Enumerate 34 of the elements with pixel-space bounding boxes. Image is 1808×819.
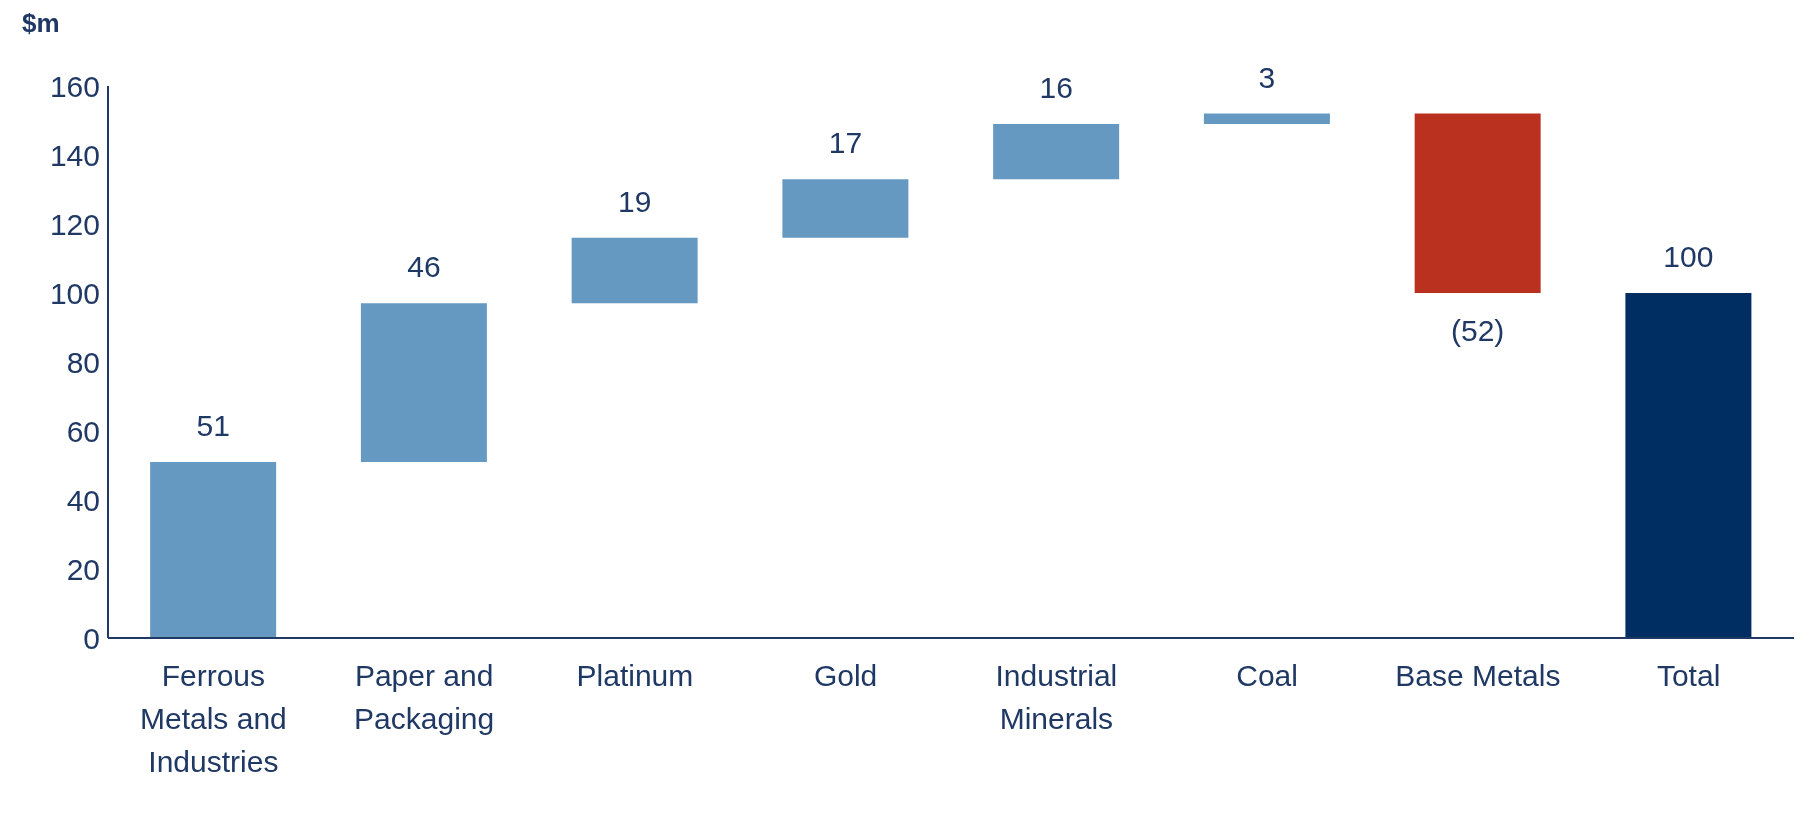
data-label: 16 <box>1039 70 1073 104</box>
y-tick-label: 120 <box>49 207 100 241</box>
bar <box>571 237 698 304</box>
y-tick-label: 0 <box>83 621 100 655</box>
data-label: 19 <box>617 184 652 218</box>
bar <box>1203 113 1330 124</box>
data-label: 51 <box>196 409 230 443</box>
data-label: 17 <box>828 126 863 160</box>
bar <box>993 123 1120 180</box>
y-tick-label: 60 <box>66 414 100 448</box>
bar <box>1414 113 1541 293</box>
x-tick-label: Total <box>1656 659 1721 692</box>
data-label: 3 <box>1258 60 1276 94</box>
y-tick-label: 40 <box>66 483 100 517</box>
x-tick-label: Paper and Packaging <box>354 659 495 735</box>
x-tick-label: Industrial Minerals <box>995 659 1118 735</box>
y-tick-label: 80 <box>66 345 100 379</box>
bar <box>150 462 277 638</box>
data-label: 46 <box>407 250 441 284</box>
x-tick-label: Platinum <box>576 659 694 692</box>
x-tick-label: Gold <box>813 659 878 692</box>
y-tick-label: 100 <box>49 276 100 310</box>
data-label: 100 <box>1663 240 1714 273</box>
y-tick-label: 140 <box>49 138 100 172</box>
bar <box>360 303 487 463</box>
y-tick-label: 160 <box>49 69 100 103</box>
x-tick-label: Ferrous Metals and Industries <box>140 659 287 778</box>
bar <box>782 179 909 238</box>
y-axis-title: $m <box>22 8 60 39</box>
x-tick-label: Base Metals <box>1395 659 1561 692</box>
y-tick-label: 20 <box>66 552 100 586</box>
data-label: (52) <box>1450 314 1505 347</box>
x-tick-label: Coal <box>1236 659 1298 692</box>
bar <box>1625 293 1752 638</box>
